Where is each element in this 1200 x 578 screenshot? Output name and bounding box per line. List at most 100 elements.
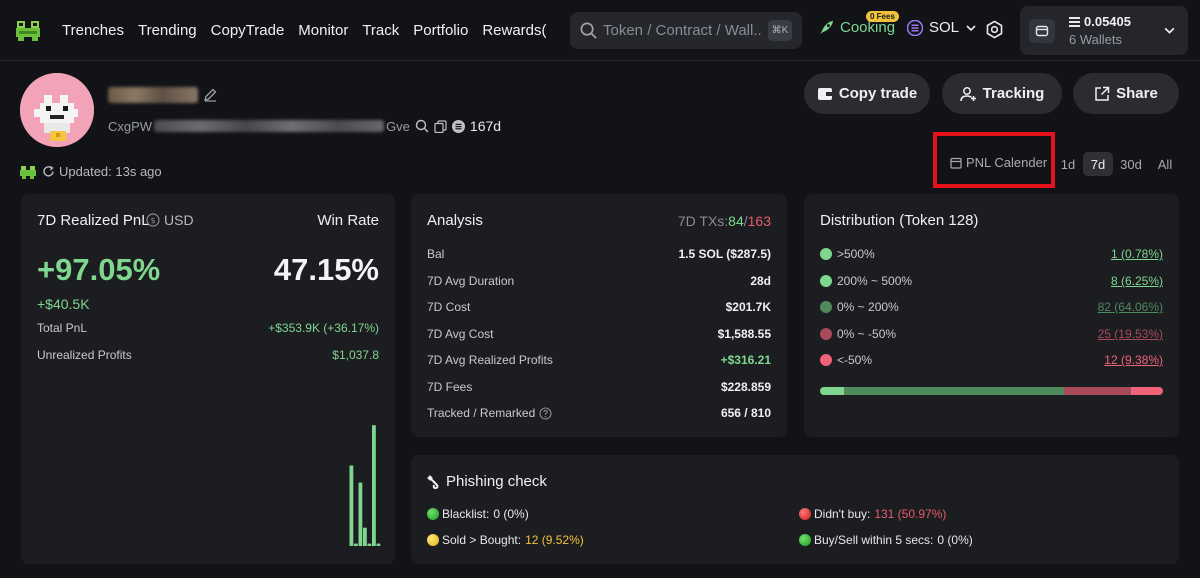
dist-label: <-50%	[837, 353, 873, 367]
help-question-icon[interactable]	[539, 406, 552, 420]
dist-row: <-50% 12 (9.38%)	[820, 353, 1163, 367]
phishing-title-wrap: Phishing check	[427, 473, 547, 490]
pnl-bar	[358, 482, 363, 546]
wallet-age: 167d	[469, 118, 502, 134]
nav-rewards[interactable]: Rewards(12	[482, 22, 546, 39]
solana-icon	[907, 19, 923, 36]
pnl-percent: +97.05%	[37, 252, 161, 287]
search-box[interactable]: ⌘K	[570, 12, 802, 49]
settings-gear-icon[interactable]	[985, 20, 1004, 39]
row-value: $228.859	[720, 380, 771, 394]
pnl-card: 7D Realized PnL $ USD Win Rate +97.05% 4…	[21, 194, 395, 564]
avatar	[20, 73, 94, 147]
edit-pencil-icon[interactable]	[203, 87, 218, 102]
pnl-bar	[363, 527, 367, 546]
svg-text:$: $	[150, 216, 155, 225]
phish-blacklist: Blacklist: 0 (0%)	[427, 507, 529, 521]
copy-icon[interactable]	[434, 119, 447, 133]
username-blurred	[108, 87, 198, 103]
pnl-bar	[349, 465, 354, 546]
fees-badge: 0 Fees	[866, 11, 899, 22]
distribution-bar-segment	[1130, 387, 1163, 395]
distribution-bar-segment	[844, 387, 1064, 395]
analysis-row-avg-realized: 7D Avg Realized Profits +$316.21	[427, 353, 771, 367]
rocket-icon	[819, 20, 834, 35]
analysis-row-tracked: Tracked / Remarked 656 / 810	[427, 406, 771, 420]
search-address-icon[interactable]	[415, 119, 429, 133]
phish-didnt-buy: Didn't buy: 131 (50.97%)	[799, 507, 946, 521]
yellow-status-icon	[427, 534, 439, 546]
row-value: $201.7K	[725, 300, 771, 314]
analysis-title: Analysis	[427, 212, 483, 229]
phishing-card: Phishing check Blacklist: 0 (0%) Didn't b…	[411, 455, 1179, 564]
chevron-down-icon	[1164, 27, 1175, 34]
currency-label: USD	[164, 212, 194, 228]
phish-label: Buy/Sell within 5 secs:	[814, 533, 934, 547]
search-input[interactable]	[603, 20, 763, 40]
row-label-wrap: Tracked / Remarked	[427, 406, 552, 420]
dist-value-link[interactable]: 12 (9.38%)	[1104, 353, 1163, 367]
nav-portfolio[interactable]: Portfolio	[413, 22, 469, 39]
dist-row: 0% ~ -50% 25 (19.53%)	[820, 327, 1163, 341]
legend-dot	[820, 301, 832, 313]
period-tab-7d[interactable]: 7d	[1083, 152, 1113, 176]
dist-value-link[interactable]: 25 (19.53%)	[1097, 327, 1163, 341]
analysis-row-fees: 7D Fees $228.859	[427, 380, 771, 394]
frog-icon	[20, 165, 36, 179]
nav-links: Trenches Trending CopyTrade Monitor Trac…	[62, 0, 546, 61]
phish-label: Blacklist:	[442, 507, 490, 521]
share-button[interactable]: Share	[1073, 73, 1179, 114]
row-label: Tracked / Remarked	[427, 406, 536, 420]
phish-label: Didn't buy:	[814, 507, 871, 521]
nav-track[interactable]: Track	[362, 22, 400, 39]
dist-row: 200% ~ 500% 8 (6.25%)	[820, 274, 1163, 288]
dist-value-link[interactable]: 1 (0.78%)	[1110, 247, 1163, 261]
unrealized-label: Unrealized Profits	[37, 348, 132, 362]
copy-trade-button[interactable]: Copy trade	[804, 73, 930, 114]
dist-label: 0% ~ 200%	[837, 300, 899, 314]
wallet-address-row: CxgPW Gve 167d	[108, 118, 501, 134]
row-label: 7D Avg Duration	[427, 274, 515, 288]
nav-copytrade[interactable]: CopyTrade	[210, 22, 285, 39]
phish-fast-trades: Buy/Sell within 5 secs: 0 (0%)	[799, 533, 973, 547]
period-tab-1d[interactable]: 1d	[1060, 156, 1076, 172]
phish-value: 12 (9.52%)	[525, 533, 584, 547]
address-prefix: CxgPW	[108, 118, 153, 134]
legend-dot	[820, 248, 832, 260]
dist-value-link[interactable]: 8 (6.25%)	[1110, 274, 1163, 288]
currency-swap-icon: $	[146, 213, 160, 227]
currency-toggle[interactable]: $ USD	[146, 212, 194, 228]
share-icon	[1095, 86, 1110, 101]
period-tab-all[interactable]: All	[1157, 156, 1173, 172]
copy-trade-label: Copy trade	[838, 85, 918, 102]
red-status-icon	[799, 508, 811, 520]
period-tab-30d[interactable]: 30d	[1120, 156, 1142, 172]
phishing-hook-icon	[427, 474, 439, 489]
row-value: 656 / 810	[720, 406, 771, 420]
pnl-calendar-button[interactable]: PNL Calender	[950, 155, 1047, 170]
search-icon	[580, 22, 597, 39]
unrealized-row: Unrealized Profits $1,037.8	[37, 348, 379, 362]
frog-logo-icon[interactable]	[14, 17, 42, 43]
phish-sold-bought: Sold > Bought: 12 (9.52%)	[427, 533, 584, 547]
phish-value: 0 (0%)	[937, 533, 973, 547]
row-value: 28d	[750, 274, 771, 288]
nav-trenches[interactable]: Trenches	[62, 22, 124, 39]
chain-selector[interactable]: SOL	[907, 19, 977, 36]
tx-separator: /	[743, 213, 748, 229]
dist-row: 0% ~ 200% 82 (64.06%)	[820, 300, 1163, 314]
wallet-selector[interactable]: 0.05405 6 Wallets	[1020, 6, 1188, 55]
nav-trending[interactable]: Trending	[137, 22, 197, 39]
dist-value-link[interactable]: 82 (64.06%)	[1097, 300, 1163, 314]
pnl-bar	[372, 425, 376, 546]
cooking-label: Cooking	[840, 19, 896, 36]
tracking-button[interactable]: Tracking	[942, 73, 1062, 114]
legend-dot	[820, 275, 832, 287]
refresh-icon[interactable]	[42, 165, 55, 178]
distribution-title: Distribution (Token 128)	[820, 212, 979, 229]
address-blurred	[154, 120, 385, 132]
nav-monitor[interactable]: Monitor	[298, 22, 349, 39]
distribution-bar	[820, 387, 1163, 395]
cooking-button[interactable]: Cooking	[818, 19, 895, 36]
address-suffix: Gve	[386, 118, 410, 134]
